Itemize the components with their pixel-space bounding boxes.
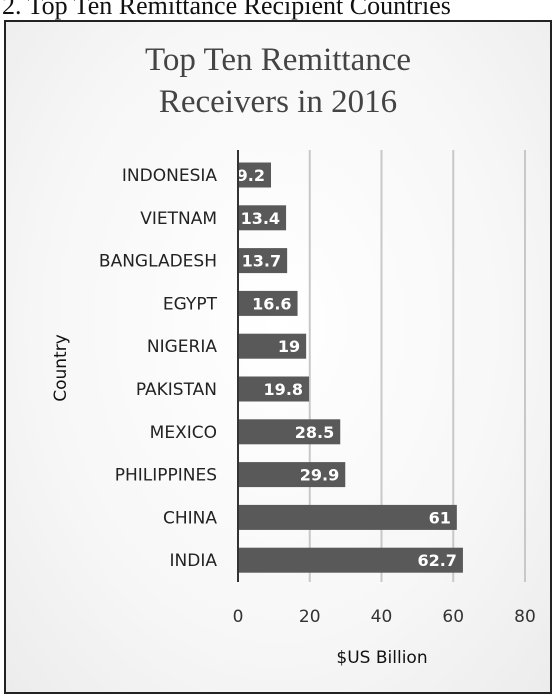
x-tick-label: 40 (371, 607, 393, 627)
data-label: 61 (429, 508, 451, 527)
figure-caption: 2. Top Ten Remittance Recipient Countrie… (2, 0, 451, 20)
bar (238, 290, 298, 316)
bar (238, 419, 341, 445)
chart-title-line: Top Ten Remittance (145, 42, 411, 78)
x-tick-label: 60 (442, 607, 464, 627)
bar (238, 162, 272, 188)
data-label: 9.2 (237, 166, 265, 185)
x-tick-label: 20 (299, 607, 321, 627)
data-label: 19 (278, 337, 300, 356)
chart-title: Top Ten Remittance Receivers in 2016 (145, 42, 411, 120)
bar (238, 462, 346, 488)
x-tick-labels: 0 20 40 60 80 (233, 607, 536, 627)
x-axis-title: $US Billion (336, 648, 427, 668)
category-label: MEXICO (150, 423, 217, 443)
bars (238, 162, 463, 573)
bar (238, 205, 287, 231)
bar (238, 333, 307, 359)
data-label: 28.5 (295, 423, 334, 442)
x-tick-label: 80 (514, 607, 536, 627)
data-label: 16.6 (252, 294, 291, 313)
chart-frame: Top Ten Remittance Receivers in 2016 INDO… (4, 20, 552, 694)
category-label: EGYPT (163, 294, 218, 314)
data-label: 29.9 (300, 466, 339, 485)
chart-title-line: Receivers in 2016 (159, 84, 397, 120)
data-label: 13.7 (242, 252, 281, 271)
category-labels: INDONESIA VIETNAM BANGLADESH EGYPT NIGERIA PA… (99, 166, 218, 571)
data-labels: 9.2 13.4 13.7 16.6 19 19.8 28.5 29.9 61 62.7 (237, 166, 457, 570)
category-label: CHINA (163, 508, 217, 528)
data-label: 13.4 (241, 209, 280, 228)
category-label: INDIA (170, 551, 218, 571)
bar (238, 248, 288, 274)
category-label: VIETNAM (140, 209, 217, 229)
data-label: 19.8 (264, 380, 303, 399)
data-label: 62.7 (417, 551, 456, 570)
category-label: NIGERIA (147, 337, 217, 357)
y-axis-title: Country (51, 334, 71, 402)
bar (238, 504, 457, 530)
bar (238, 547, 463, 573)
bar (238, 376, 310, 402)
bar-chart: Top Ten Remittance Receivers in 2016 INDO… (51, 42, 536, 668)
category-label: PHILIPPINES (115, 466, 217, 486)
x-tick-label: 0 (233, 607, 244, 627)
category-label: INDONESIA (122, 166, 217, 186)
category-label: PAKISTAN (136, 380, 217, 400)
category-label: BANGLADESH (99, 252, 217, 272)
